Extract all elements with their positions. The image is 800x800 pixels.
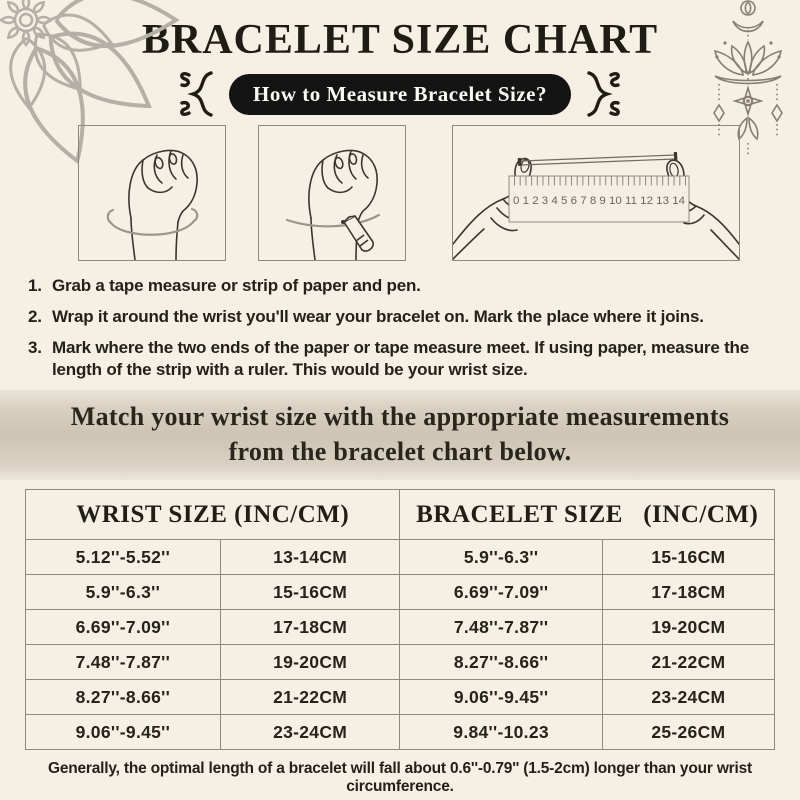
bracelet-cm-cell: 17-18CM	[601, 574, 776, 610]
wrist-cm-cell: 19-20CM	[219, 644, 401, 680]
step-number: 1.	[28, 276, 42, 295]
wrist-cm-cell: 17-18CM	[219, 609, 401, 645]
bracelet-cm-cell: 21-22CM	[601, 644, 776, 680]
wrist-inches-cell: 6.69''-7.09''	[25, 609, 221, 645]
wrist-size-header: WRIST SIZE (INC/CM)	[24, 489, 401, 540]
bracelet-inches-cell: 9.84''-10.23	[399, 714, 603, 750]
size-row: 6.69''-7.09'' 17-18CM 7.48''-7.87'' 19-2…	[25, 609, 776, 645]
size-row: 7.48''-7.87'' 19-20CM 8.27''-8.66'' 21-2…	[25, 644, 776, 680]
step-text: Mark where the two ends of the paper or …	[52, 338, 749, 380]
flourish-right-icon	[587, 71, 620, 117]
illustration-wrap-tape	[78, 125, 226, 261]
banner-line-2: from the bracelet chart below.	[228, 436, 572, 466]
page-title: BRACELET SIZE CHART	[141, 17, 659, 63]
size-table: WRIST SIZE (INC/CM) BRACELET SIZE (INC/C…	[24, 489, 776, 750]
step-1: 1. Grab a tape measure or strip of paper…	[28, 275, 774, 297]
wrist-cm-cell: 15-16CM	[219, 574, 401, 610]
wrist-cm-cell: 21-22CM	[219, 679, 401, 715]
wrist-inches-cell: 9.06''-9.45''	[25, 714, 221, 750]
bracelet-inches-cell: 9.06''-9.45''	[399, 679, 603, 715]
bracelet-cm-cell: 25-26CM	[601, 714, 776, 750]
illustration-row: 0 1 2 3 4 5 6 7 8 9 10 11 12 13 14	[0, 125, 800, 263]
bracelet-cm-cell: 23-24CM	[601, 679, 776, 715]
wrist-cm-cell: 23-24CM	[219, 714, 401, 750]
size-row: 5.12''-5.52'' 13-14CM 5.9''-6.3'' 15-16C…	[25, 539, 776, 575]
size-row: 9.06''-9.45'' 23-24CM 9.84''-10.23 25-26…	[25, 714, 776, 750]
measure-steps: 1. Grab a tape measure or strip of paper…	[0, 275, 800, 381]
illustration-mark-pen	[258, 125, 406, 261]
bracelet-inches-cell: 7.48''-7.87''	[399, 609, 603, 645]
bracelet-cm-cell: 15-16CM	[601, 539, 776, 575]
step-2: 2. Wrap it around the wrist you'll wear …	[28, 306, 774, 328]
banner-line-1: Match your wrist size with the appropria…	[70, 402, 730, 432]
step-text: Grab a tape measure or strip of paper an…	[52, 276, 421, 295]
match-size-banner: Match your wrist size with the appropria…	[0, 390, 800, 480]
step-text: Wrap it around the wrist you'll wear you…	[52, 307, 704, 327]
step-number: 3.	[28, 338, 42, 358]
flourish-left-icon	[180, 71, 213, 117]
wrist-cm-cell: 13-14CM	[219, 539, 401, 575]
step-number: 2.	[28, 307, 42, 327]
ruler-numbers: 0 1 2 3 4 5 6 7 8 9 10 11 12 13 14	[513, 195, 685, 207]
bracelet-inches-cell: 5.9''-6.3''	[399, 539, 603, 575]
bracelet-size-header: BRACELET SIZE (INC/CM)	[399, 489, 775, 540]
bracelet-inches-cell: 8.27''-8.66''	[399, 644, 603, 680]
footer-note: Generally, the optimal length of a brace…	[47, 760, 753, 795]
size-row: 5.9''-6.3'' 15-16CM 6.69''-7.09'' 17-18C…	[25, 574, 776, 610]
wrist-inches-cell: 5.9''-6.3''	[25, 574, 221, 610]
wrist-inches-cell: 8.27''-8.66''	[25, 679, 221, 715]
step-3: 3. Mark where the two ends of the paper …	[28, 337, 774, 381]
size-row: 8.27''-8.66'' 21-22CM 9.06''-9.45'' 23-2…	[25, 679, 776, 715]
badge-row: How to Measure Bracelet Size?	[0, 71, 800, 117]
bracelet-cm-cell: 19-20CM	[601, 609, 776, 645]
illustration-ruler-measure: 0 1 2 3 4 5 6 7 8 9 10 11 12 13 14	[452, 125, 740, 261]
how-to-measure-badge: How to Measure Bracelet Size?	[228, 73, 572, 115]
size-table-header-row: WRIST SIZE (INC/CM) BRACELET SIZE (INC/C…	[24, 489, 775, 540]
wrist-inches-cell: 7.48''-7.87''	[25, 644, 221, 680]
wrist-inches-cell: 5.12''-5.52''	[25, 539, 221, 575]
bracelet-inches-cell: 6.69''-7.09''	[399, 574, 603, 610]
